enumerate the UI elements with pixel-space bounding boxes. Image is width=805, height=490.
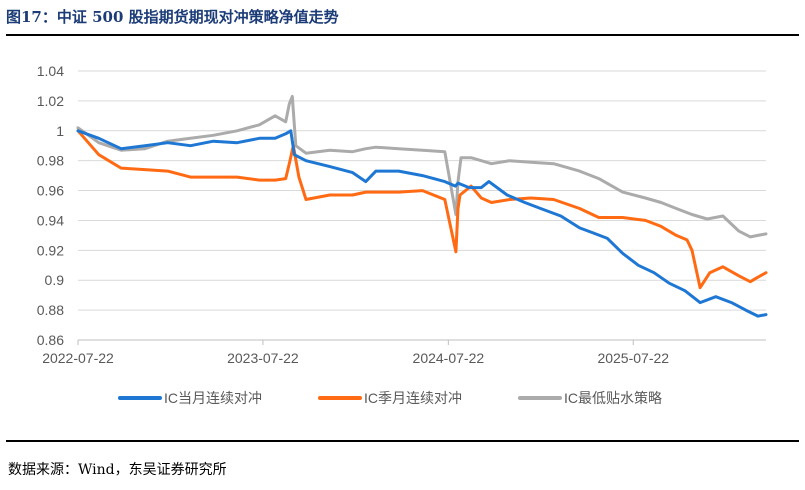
legend-label: IC最低贴水策略	[564, 390, 662, 406]
y-tick-label: 0.96	[37, 183, 64, 199]
y-tick-label: 0.98	[37, 153, 64, 169]
y-tick-label: 0.94	[37, 212, 64, 228]
x-tick-label: 2025-07-22	[597, 350, 669, 366]
series-line-3	[76, 94, 768, 239]
y-tick-label: 0.88	[37, 302, 64, 318]
y-tick-label: 1	[56, 123, 64, 139]
legend: IC当月连续对冲 IC季月连续对冲 IC最低贴水策略	[118, 390, 662, 406]
x-tick-label: 2023-07-22	[227, 350, 299, 366]
legend-label: IC当月连续对冲	[164, 390, 262, 406]
line-chart: 0.86 0.88 0.9 0.92 0.94 0.96 0.98 1 1.02 1.04 202…	[37, 63, 768, 406]
y-tick-label: 1.02	[37, 93, 64, 109]
series-line-2	[76, 129, 768, 290]
gridlines	[78, 70, 766, 341]
series-lines	[76, 94, 768, 318]
source-rule	[6, 440, 799, 442]
y-axis-ticks: 0.86 0.88 0.9 0.92 0.94 0.96 0.98 1 1.02 1.04	[37, 63, 64, 348]
y-tick-label: 0.86	[37, 332, 64, 348]
legend-label: IC季月连续对冲	[364, 390, 462, 406]
figure-title: 图17：中证 500 股指期货期现对冲策略净值走势	[6, 8, 339, 26]
y-tick-label: 0.9	[45, 272, 65, 288]
y-tick-label: 0.92	[37, 242, 64, 258]
y-tick-label: 1.04	[37, 63, 64, 79]
source-note: 数据来源：Wind，东吴证券研究所	[8, 462, 227, 478]
title-rule	[6, 34, 799, 36]
x-tick-label: 2022-07-22	[42, 350, 114, 366]
series-line-1	[76, 129, 768, 318]
x-axis-ticks: 2022-07-22 2023-07-22 2024-07-22 2025-07-22	[42, 340, 669, 366]
x-tick-label: 2024-07-22	[413, 350, 485, 366]
